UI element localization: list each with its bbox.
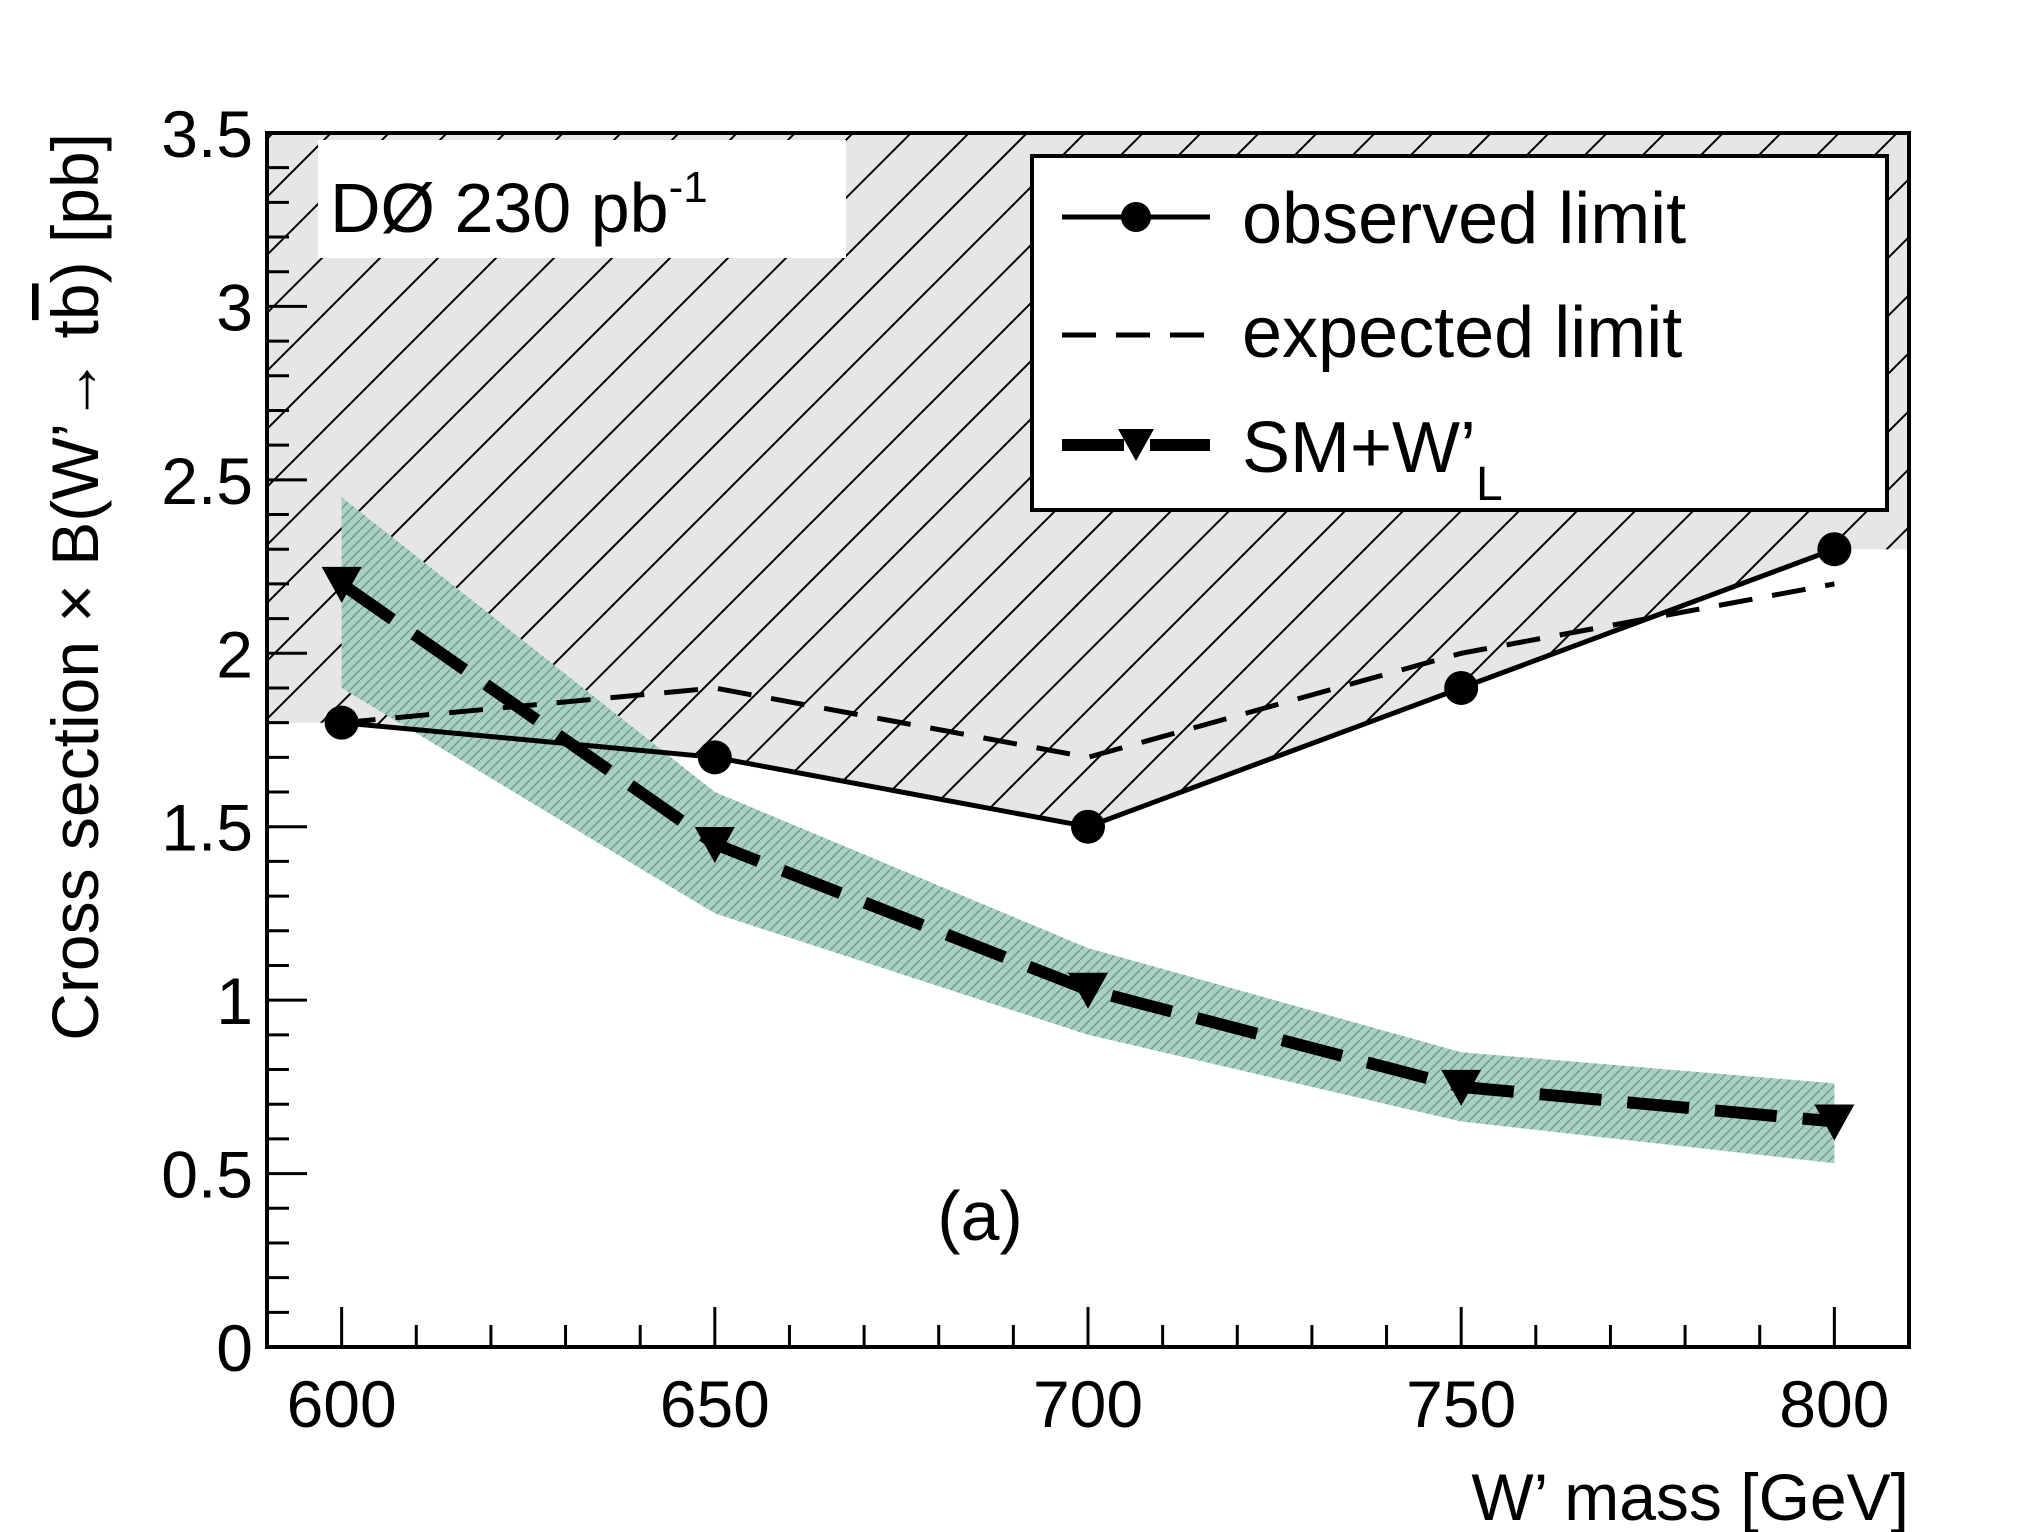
sm-wl-point xyxy=(1814,1104,1855,1141)
sm-wl-point xyxy=(1068,972,1108,1009)
x-axis-title: W’ mass [GeV] xyxy=(1471,1460,1909,1532)
experiment-label-box xyxy=(318,140,846,258)
legend-marker-observed-limit xyxy=(1121,202,1151,232)
y-axis-ticks xyxy=(267,131,307,1349)
observed-limit-point xyxy=(324,705,359,740)
observed-limit-point xyxy=(1071,809,1105,844)
sm-wl-point xyxy=(694,827,735,864)
x-tick-label: 600 xyxy=(287,1367,397,1441)
experiment-label-sup: -1 xyxy=(669,163,708,212)
legend-label-observed-limit: observed limit xyxy=(1242,179,1686,259)
legend-marker-sm-wl xyxy=(1118,429,1154,461)
observed-limit-point xyxy=(1817,532,1852,567)
x-tick-label: 700 xyxy=(1033,1367,1143,1441)
observed-limit-markers xyxy=(324,532,1852,844)
sm-wl-point xyxy=(1441,1069,1482,1106)
series-line-sm-wl xyxy=(338,578,1835,1128)
y-tick-label: 3 xyxy=(216,270,253,344)
y-axis-tick-labels: 0 0.5 1 1.5 2 2.5 3 3.5 xyxy=(161,97,253,1385)
x-tick-label: 750 xyxy=(1406,1367,1516,1441)
x-tick-label: 800 xyxy=(1779,1367,1889,1441)
legend-label-sm-wl-main: SM+W’ xyxy=(1242,408,1476,488)
series-line-expected-limit xyxy=(341,581,1835,760)
y-axis-title: Cross section × B(W’→ tb) [pb] xyxy=(38,133,112,1041)
y-axis-title-bbar: b xyxy=(38,283,112,320)
x-axis-tick-labels: 600 650 700 750 800 xyxy=(287,1367,1890,1441)
legend-label-expected-limit: expected limit xyxy=(1242,293,1682,373)
y-tick-label: 0.5 xyxy=(161,1138,253,1212)
legend: observed limit expected limit SM+W’L xyxy=(1030,154,1889,512)
y-tick-label: 2 xyxy=(216,617,253,691)
sm-wl-point xyxy=(321,566,362,603)
y-tick-label: 0 xyxy=(216,1311,253,1385)
experiment-label-main: DØ 230 pb xyxy=(330,169,669,247)
experiment-label: DØ 230 pb-1 xyxy=(330,163,708,247)
y-tick-label: 1 xyxy=(216,964,253,1038)
panel-label: (a) xyxy=(937,1177,1023,1255)
x-axis-ticks xyxy=(340,1307,1836,1347)
y-axis-title-main: Cross section × B(W’→ t xyxy=(38,320,112,1041)
y-axis-title-close: ) [pb] xyxy=(38,133,112,283)
sm-wl-uncertainty-band xyxy=(341,497,1835,1164)
y-tick-label: 3.5 xyxy=(161,97,253,171)
legend-label-sm-wl-sub: L xyxy=(1476,458,1503,511)
observed-limit-point xyxy=(1444,670,1479,705)
x-tick-label: 650 xyxy=(660,1367,770,1441)
y-tick-label: 2.5 xyxy=(161,444,253,518)
legend-label-sm-wl: SM+W’L xyxy=(1242,408,1503,511)
y-tick-label: 1.5 xyxy=(161,791,253,865)
sm-wl-band-hatch xyxy=(341,497,1835,1164)
observed-limit-point xyxy=(697,740,732,775)
sm-wl-markers xyxy=(321,566,1855,1141)
